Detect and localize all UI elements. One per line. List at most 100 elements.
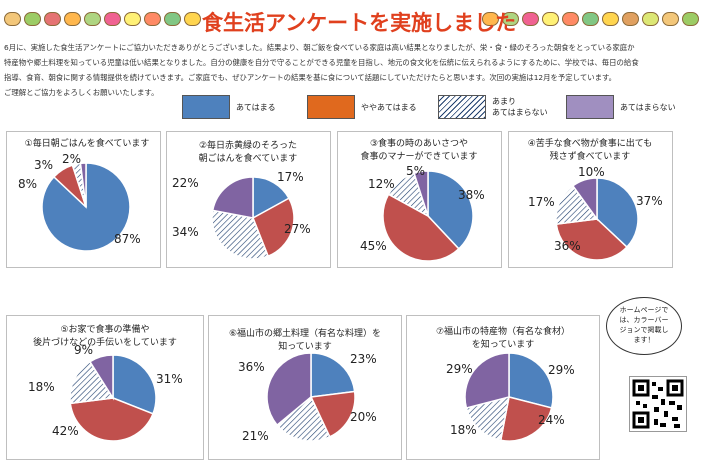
- intro-line: ご理解とご協力をよろしくお願いいたします。: [4, 88, 159, 97]
- food-icon: [64, 12, 81, 26]
- qr-code-icon[interactable]: [629, 376, 687, 432]
- pie-slice: [499, 396, 553, 442]
- food-icons-left: [4, 8, 201, 30]
- slice-label: 29%: [548, 363, 575, 377]
- pie-slice: [508, 352, 554, 409]
- food-icon: [84, 12, 101, 26]
- legend-swatch: [566, 95, 614, 119]
- food-icon: [4, 12, 21, 26]
- slice-label: 45%: [360, 239, 387, 253]
- pie-slice: [465, 395, 510, 442]
- slice-label: 18%: [450, 423, 477, 437]
- callout-text: ホームページで は、カラーバー ジョンで掲載し ます！: [619, 306, 669, 344]
- qr-code-graphic: [632, 379, 684, 429]
- pie-slice: [252, 197, 295, 258]
- food-icon: [482, 12, 499, 26]
- food-icon: [502, 12, 519, 26]
- slice-label: 5%: [406, 164, 426, 178]
- page-title: 食生活アンケートを実施しました: [202, 11, 517, 35]
- legend-item: あてはまる: [182, 93, 276, 121]
- food-icon: [682, 12, 699, 26]
- slice-label: 3%: [34, 158, 54, 172]
- legend-item: ややあてはまる: [307, 93, 417, 121]
- pie-slice: [464, 352, 510, 409]
- slice-label: 23%: [350, 352, 377, 366]
- slice-label: 24%: [538, 413, 565, 427]
- chart-title: ①毎日朝ごはんを食べています: [24, 139, 150, 149]
- pie-slice: [211, 209, 270, 260]
- legend-swatch: [438, 95, 486, 119]
- food-icon: [184, 12, 201, 26]
- food-icon: [124, 12, 141, 26]
- legend-label: ややあてはまる: [361, 102, 417, 112]
- pie-slice: [555, 184, 599, 225]
- food-icon: [542, 12, 559, 26]
- intro-line: 特産物や郷土料理を知っている児童は低い結果となりました。自分の健康を自分で守るこ…: [4, 58, 639, 67]
- pie-slice: [69, 360, 115, 405]
- slice-label: 8%: [18, 177, 38, 191]
- food-icon: [104, 12, 121, 26]
- pie-slice: [211, 176, 254, 219]
- food-icon: [622, 12, 639, 26]
- slice-label: 38%: [458, 188, 485, 202]
- pie-slice: [252, 176, 290, 220]
- food-icon: [144, 12, 161, 26]
- legend-item: あまり あてはまらない: [438, 93, 548, 121]
- intro-line: 6月に、実施した食生活アンケートにご協力いただきありがとうございました。結果より…: [4, 43, 635, 52]
- slice-label: 17%: [528, 195, 555, 209]
- intro-line: 指導、食育、朝食に関する情報提供を続けていきます。ご家庭でも、ぜひアンケートの結…: [4, 73, 617, 82]
- slice-label: 18%: [28, 380, 55, 394]
- pie-slice: [571, 177, 598, 222]
- slice-label: 29%: [446, 362, 473, 376]
- legend-swatch: [307, 95, 355, 119]
- food-icon: [522, 12, 539, 26]
- slice-label: 10%: [578, 165, 605, 179]
- food-icon: [642, 12, 659, 26]
- legend-label: あてはまらない: [620, 102, 676, 112]
- slice-label: 21%: [242, 429, 269, 443]
- chart-title: ⑤お家で食事の準備や 後片づけなどの手伝いをしています: [33, 325, 177, 348]
- food-icon: [164, 12, 181, 26]
- callout-bubble: ホームページで は、カラーバー ジョンで掲載し ます！: [606, 297, 682, 355]
- slice-label: 20%: [350, 410, 377, 424]
- pie-slice: [69, 397, 154, 442]
- slice-label: 36%: [554, 239, 581, 253]
- pie-slice: [88, 354, 114, 401]
- pie-slice: [413, 170, 429, 217]
- pie-slice: [309, 390, 356, 438]
- chart-title: ②毎日赤黄緑のそろった 朝ごはんを食べています: [198, 141, 298, 164]
- chart-title: ③食事の時のあいさつや 食事のマナーができています: [360, 139, 478, 162]
- food-icon: [562, 12, 579, 26]
- legend-label: あてはまる: [236, 102, 276, 112]
- slice-label: 9%: [74, 343, 94, 357]
- slice-label: 17%: [277, 170, 304, 184]
- legend-item: あてはまらない: [566, 93, 676, 121]
- chart-title: ④苦手な食べ物が食事に出ても 残さず食べています: [527, 139, 653, 162]
- food-icons-right: [482, 8, 699, 30]
- food-icon: [24, 12, 41, 26]
- food-icon: [582, 12, 599, 26]
- slice-label: 12%: [368, 177, 395, 191]
- slice-label: 2%: [62, 152, 82, 166]
- food-icon: [662, 12, 679, 26]
- slice-label: 87%: [114, 232, 141, 246]
- pie-slice: [427, 170, 474, 250]
- pie-slice: [79, 162, 87, 208]
- slice-label: 31%: [156, 372, 183, 386]
- food-icon: [44, 12, 61, 26]
- intro-text: 6月に、実施した食生活アンケートにご協力いただきありがとうございました。結果より…: [4, 40, 704, 100]
- slice-label: 27%: [284, 222, 311, 236]
- chart-title: ⑥福山市の郷土料理（有名な料理）を 知っています: [228, 329, 382, 352]
- pie-slice: [266, 352, 312, 427]
- slice-label: 22%: [172, 176, 199, 190]
- pie-slice: [276, 395, 331, 442]
- slice-label: 36%: [238, 360, 265, 374]
- food-icon: [602, 12, 619, 26]
- pie-slice: [382, 193, 460, 262]
- legend-swatch: [182, 95, 230, 119]
- slice-label: 34%: [172, 225, 199, 239]
- pie-slice: [310, 352, 356, 398]
- pie-slice: [555, 218, 628, 261]
- pie-slice: [596, 177, 639, 249]
